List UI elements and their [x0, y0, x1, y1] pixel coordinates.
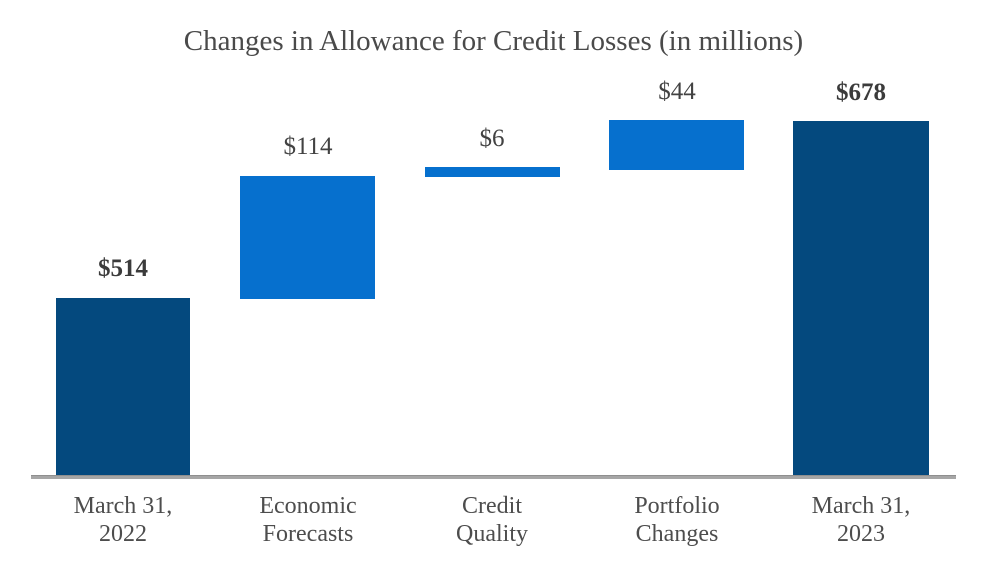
waterfall-bar-credit-quality — [425, 167, 560, 177]
x-axis-label-march-31-2022: March 31, 2022 — [31, 492, 215, 548]
x-axis-label-line: 2022 — [99, 521, 147, 547]
x-axis-label-line: Economic — [259, 493, 357, 519]
x-axis-label-line: Portfolio — [634, 493, 720, 519]
x-axis-label-line: 2023 — [837, 521, 885, 547]
waterfall-bar-portfolio-changes — [609, 120, 744, 170]
value-label-economic-forecasts: $114 — [283, 133, 333, 160]
x-axis-label-line: March 31, — [811, 493, 911, 519]
waterfall-bar-march-31-2023 — [793, 121, 929, 477]
x-axis-label-credit-quality: Credit Quality — [400, 492, 584, 548]
x-axis-label-line: Changes — [635, 521, 719, 547]
x-axis-label-line: March 31, — [73, 493, 173, 519]
chart-title: Changes in Allowance for Credit Losses (… — [183, 25, 804, 57]
x-axis-line — [31, 475, 956, 479]
value-label-portfolio-changes: $44 — [658, 78, 696, 105]
x-axis-label-economic-forecasts: Economic Forecasts — [216, 492, 400, 548]
value-label-march-31-2023: $678 — [836, 79, 886, 106]
x-axis-label-march-31-2023: March 31, 2023 — [769, 492, 953, 548]
x-axis-label-line: Forecasts — [262, 521, 354, 547]
waterfall-bar-march-31-2022 — [56, 298, 190, 477]
value-label-credit-quality: $6 — [479, 125, 505, 152]
x-axis-label-portfolio-changes: Portfolio Changes — [585, 492, 769, 548]
waterfall-bar-economic-forecasts — [240, 176, 375, 299]
x-axis-label-line: Credit — [462, 493, 522, 519]
x-axis-label-line: Quality — [456, 521, 528, 547]
value-label-march-31-2022: $514 — [98, 255, 148, 282]
